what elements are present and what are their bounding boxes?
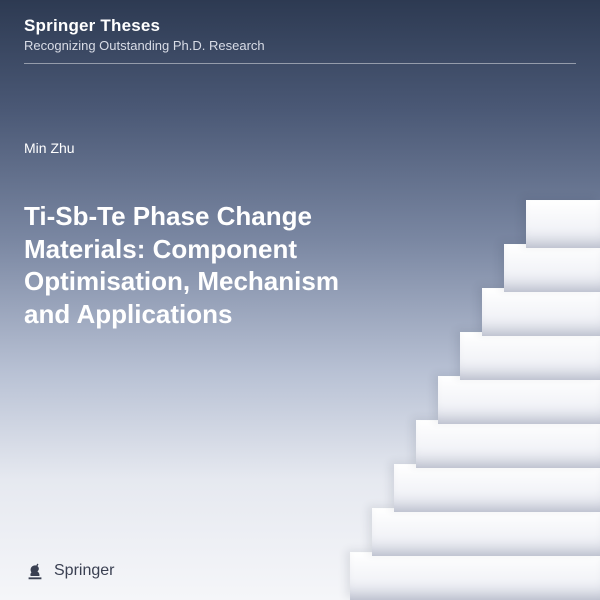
stair-step [372,508,600,556]
stair-step [504,244,600,292]
book-cover: Springer Theses Recognizing Outstanding … [0,0,600,600]
author-name: Min Zhu [24,140,75,156]
series-title: Springer Theses [24,16,576,36]
stair-step [438,376,600,424]
stair-step [416,420,600,468]
stair-step [460,332,600,380]
series-subtitle: Recognizing Outstanding Ph.D. Research [24,38,576,53]
stair-step [482,288,600,336]
stair-step [350,552,600,600]
series-band: Springer Theses Recognizing Outstanding … [0,0,600,74]
springer-logo-icon [24,560,46,582]
stair-step [526,200,600,248]
stair-step [394,464,600,512]
publisher-name: Springer [54,562,114,580]
divider [24,63,576,64]
stairs-graphic [340,140,600,600]
publisher-block: Springer [24,560,114,582]
book-title: Ti-Sb-Te Phase Change Materials: Compone… [24,200,384,330]
title-block: Ti-Sb-Te Phase Change Materials: Compone… [24,200,384,330]
